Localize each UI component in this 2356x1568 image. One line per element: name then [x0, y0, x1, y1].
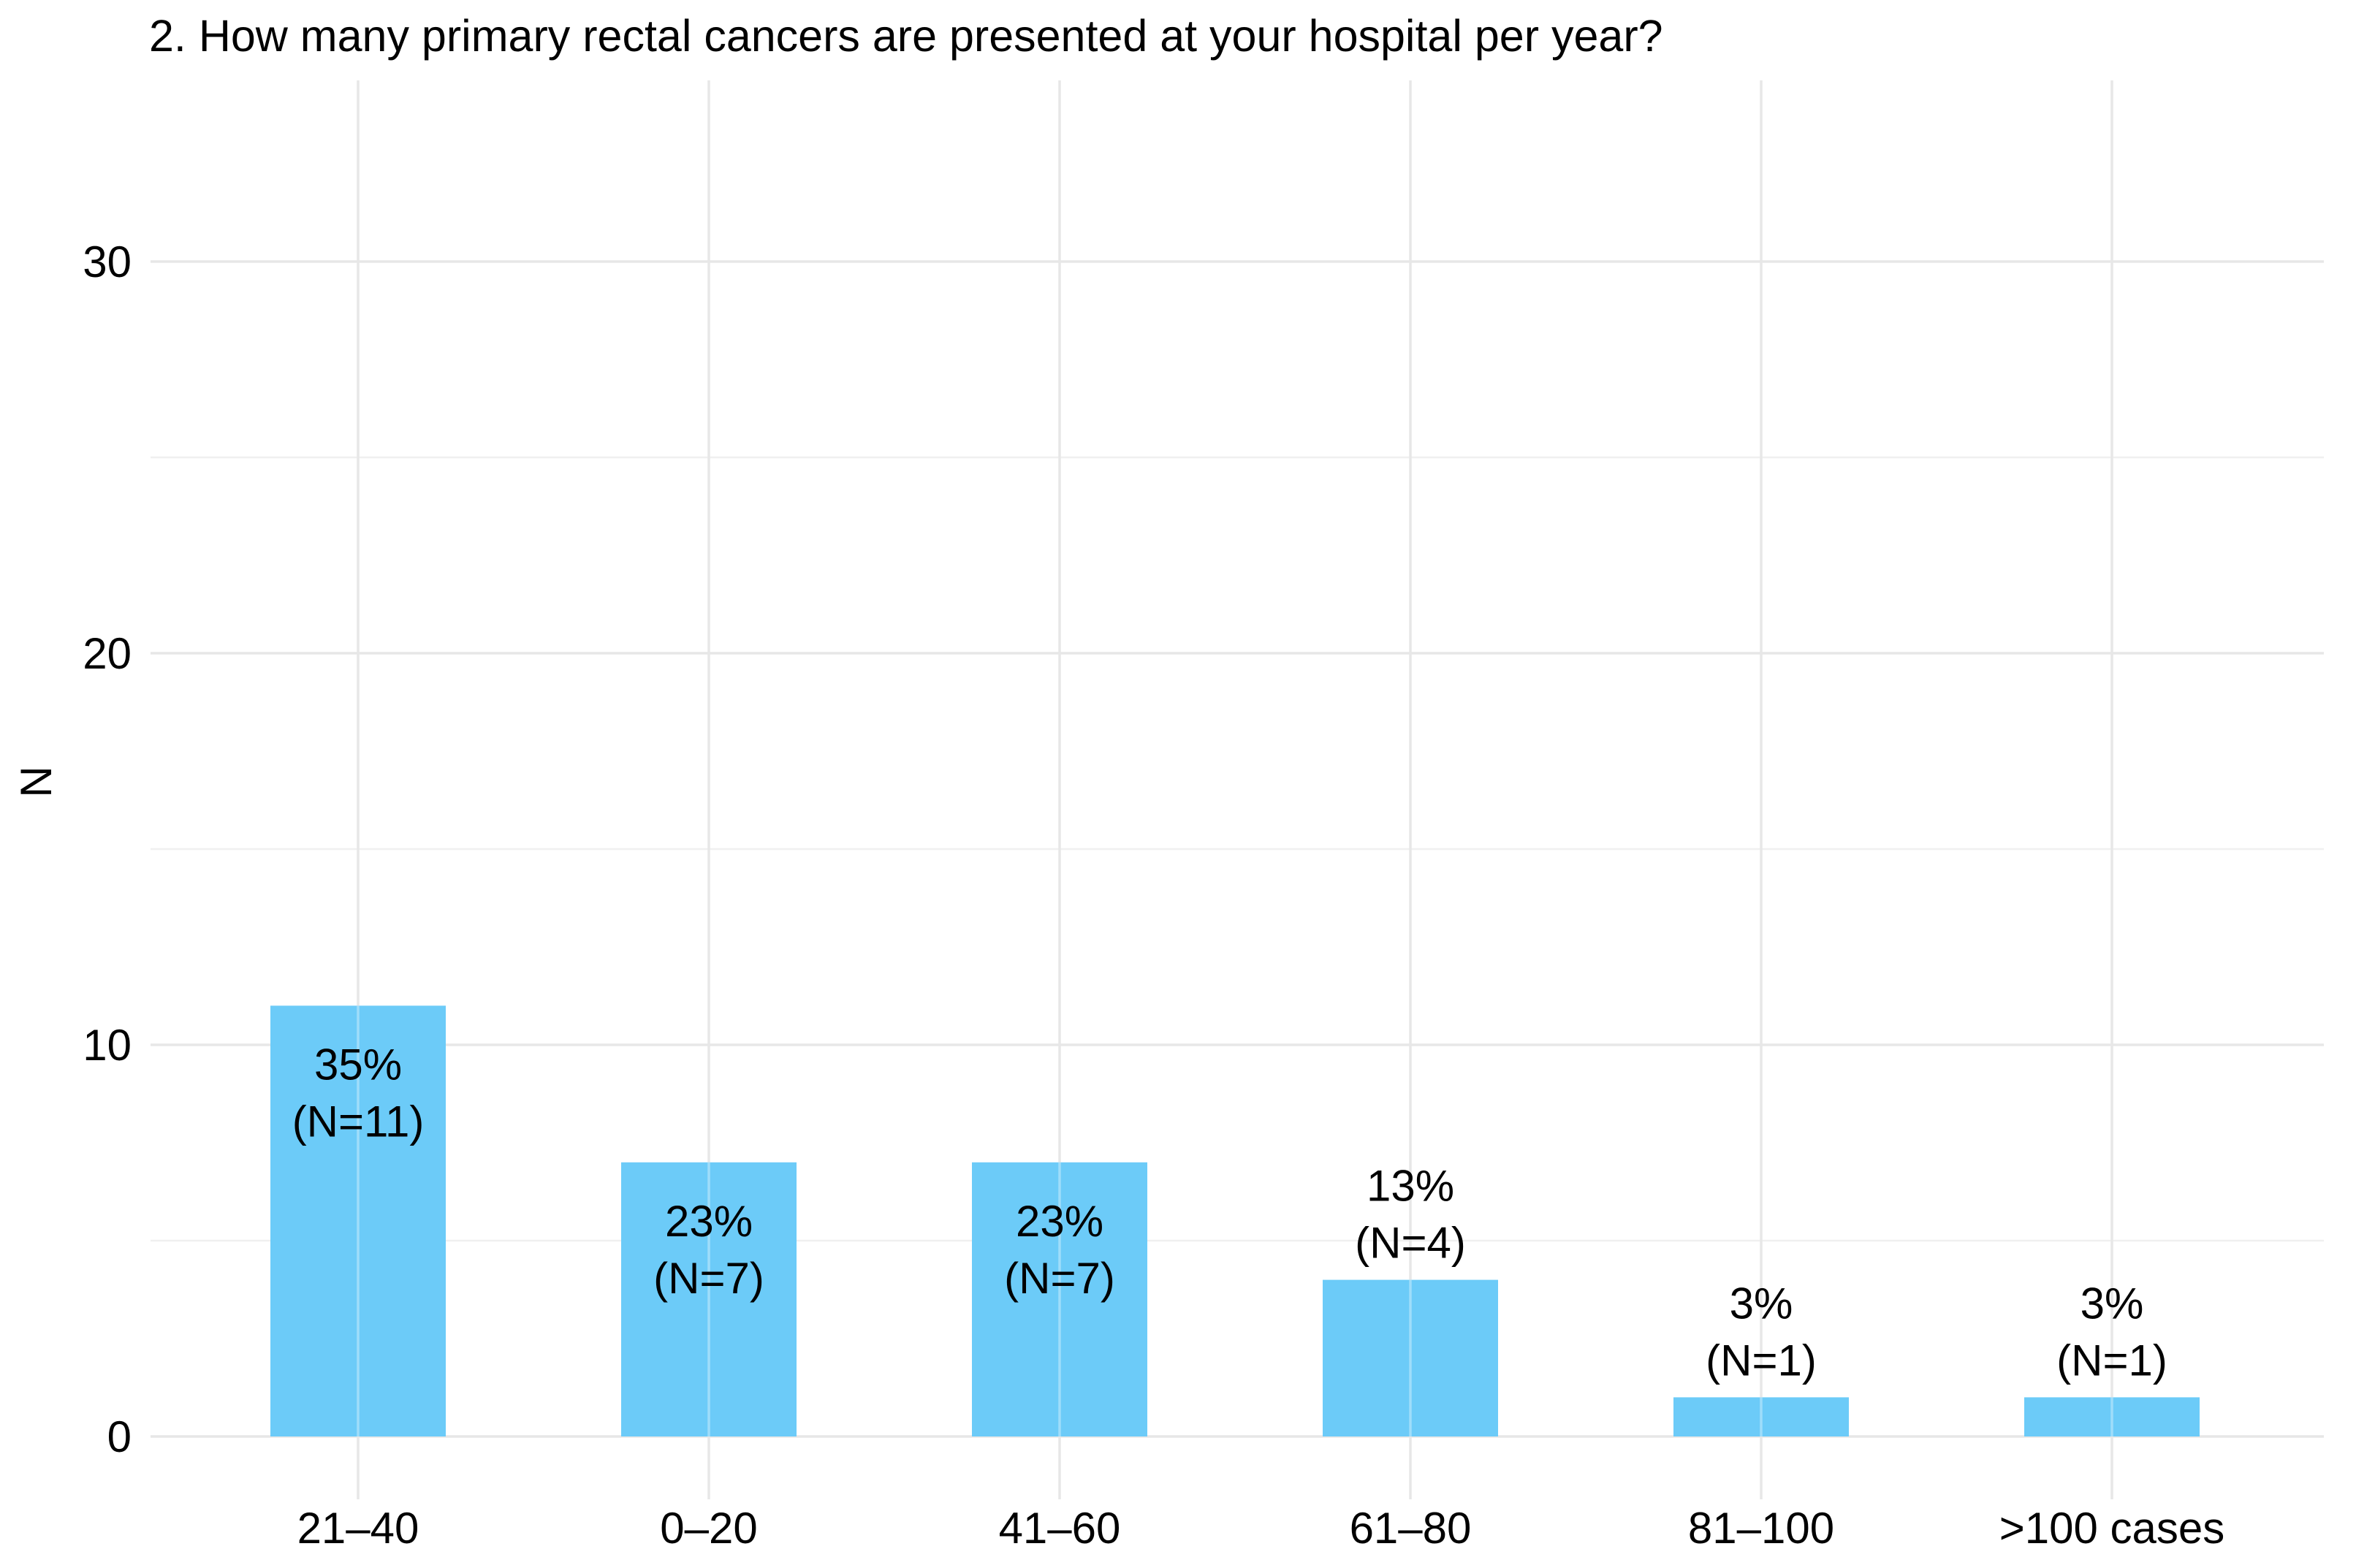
bar [1323, 1279, 1498, 1436]
x-tick-label: >100 cases [1999, 1504, 2225, 1553]
x-tick-label: 81–100 [1688, 1504, 1834, 1553]
bar-label-line: (N=4) [1355, 1219, 1466, 1268]
bar-label-line: 35% [314, 1040, 402, 1089]
bar-label-line: 3% [2080, 1279, 2144, 1328]
x-tick-label: 61–80 [1350, 1504, 1472, 1553]
y-tick-label: 0 [107, 1412, 132, 1461]
y-axis-title: N [12, 766, 61, 797]
y-tick-label: 10 [83, 1021, 132, 1070]
bar [1673, 1397, 1849, 1436]
x-tick-label: 21–40 [297, 1504, 419, 1553]
y-tick-label: 30 [83, 237, 132, 286]
chart-title: 2. How many primary rectal cancers are p… [149, 11, 1663, 61]
bar [2024, 1397, 2200, 1436]
x-tick-label: 41–60 [999, 1504, 1121, 1553]
bar-label-line: (N=1) [1706, 1336, 1817, 1385]
bar [270, 1005, 446, 1436]
bar [972, 1162, 1147, 1436]
bar-label-line: 13% [1367, 1162, 1454, 1211]
bar-label-line: 23% [665, 1197, 753, 1246]
bar [621, 1162, 797, 1436]
bar-label-line: 3% [1730, 1279, 1793, 1328]
y-tick-label: 20 [83, 629, 132, 678]
bar-label-line: (N=11) [292, 1097, 425, 1146]
bar-label-line: (N=7) [1004, 1254, 1115, 1303]
x-tick-label: 0–20 [660, 1504, 757, 1553]
bar-label-line: (N=1) [2056, 1336, 2167, 1385]
bar-label-line: (N=7) [653, 1254, 764, 1303]
bar-label-line: 23% [1016, 1197, 1103, 1246]
